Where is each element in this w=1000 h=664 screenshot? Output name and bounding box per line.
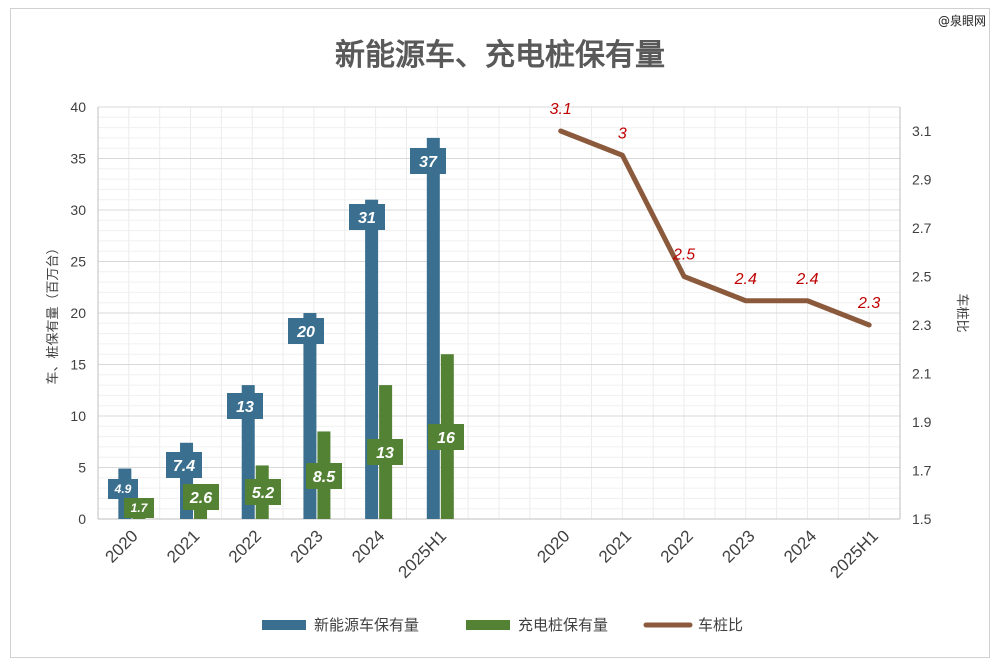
data-label-charger-box: [183, 484, 219, 510]
x-tick-label: 2024: [348, 526, 388, 566]
data-label-charger-box: [367, 439, 403, 465]
data-label-ev-box: [288, 318, 324, 344]
data-label-ratio: 2.4: [795, 271, 818, 288]
data-label-ev-box: [108, 479, 138, 499]
x-tick-label: 2024: [780, 526, 820, 566]
bar-ev-stock: [365, 199, 379, 519]
data-label-charger-box: [428, 424, 464, 450]
y-tick-left: 10: [70, 408, 86, 424]
y-tick-left: 30: [70, 202, 86, 218]
data-label-ev: 13: [236, 399, 254, 416]
data-label-charger: 1.7: [131, 501, 149, 515]
x-tick-label: 2020: [533, 526, 573, 566]
x-tick-label: 2021: [163, 526, 203, 566]
legend-label: 充电桩保有量: [518, 616, 608, 634]
data-label-charger-box: [306, 463, 342, 489]
data-label-ev: 20: [296, 324, 315, 341]
legend-label: 车桩比: [698, 616, 743, 634]
watermark: @泉眼网: [937, 14, 986, 28]
y-tick-left: 35: [70, 151, 86, 167]
legend-swatch-charger: [466, 620, 510, 630]
data-label-charger-box: [124, 498, 154, 518]
data-label-ev-box: [166, 452, 202, 478]
y-tick-left: 40: [70, 99, 86, 115]
bar-ev-stock: [426, 137, 440, 519]
data-label-charger: 2.6: [189, 490, 212, 507]
y-tick-right: 2.3: [912, 317, 932, 333]
y-tick-right: 3.1: [912, 123, 932, 139]
y-tick-right: 2.7: [912, 220, 932, 236]
x-tick-label: 2022: [225, 526, 265, 566]
y-axis-title-right: 车桩比: [954, 293, 970, 332]
x-tick-label: 2021: [595, 526, 635, 566]
y-tick-left: 0: [78, 511, 86, 527]
x-tick-label: 2025H1: [826, 526, 882, 582]
y-tick-left: 15: [70, 357, 86, 373]
legend-label: 新能源车保有量: [314, 616, 419, 634]
y-tick-right: 1.5: [912, 511, 932, 527]
y-tick-left: 5: [78, 460, 86, 476]
data-label-ratio: 3: [618, 125, 627, 142]
x-tick-label: 2023: [287, 526, 327, 566]
data-label-ev: 4.9: [114, 482, 132, 496]
chart-frame: [10, 8, 990, 658]
legend-swatch-ev: [262, 620, 306, 630]
y-tick-right: 2.9: [912, 172, 932, 188]
chart-title: 新能源车、充电桩保有量: [335, 38, 665, 73]
data-label-charger: 13: [376, 445, 394, 462]
x-tick-label: 2020: [101, 526, 141, 566]
data-label-charger: 16: [437, 430, 455, 447]
x-tick-label: 2022: [657, 526, 697, 566]
data-label-charger: 8.5: [313, 469, 336, 486]
data-label-ev: 31: [358, 210, 376, 227]
line-car-charger-ratio: [558, 128, 872, 328]
y-tick-right: 1.9: [912, 414, 932, 430]
data-label-ratio: 2.3: [857, 295, 880, 312]
data-label-ratio: 2.5: [672, 247, 695, 264]
data-label-charger: 5.2: [252, 485, 274, 502]
data-label-ratio: 3.1: [550, 101, 572, 118]
y-tick-right: 2.1: [912, 366, 932, 382]
data-label-ratio: 2.4: [734, 271, 757, 288]
y-axis-title-left: 车、桩保有量（百万台）: [45, 241, 61, 384]
y-tick-right: 2.5: [912, 269, 932, 285]
x-tick-label: 2023: [718, 526, 758, 566]
data-label-ev: 37: [419, 154, 438, 171]
data-label-ev-box: [227, 393, 263, 419]
y-tick-left: 20: [70, 305, 86, 321]
data-label-ev-box: [349, 204, 385, 230]
data-label-ev-box: [410, 148, 446, 174]
x-tick-label: 2025H1: [395, 526, 451, 582]
y-tick-left: 25: [70, 254, 86, 270]
y-tick-right: 1.7: [912, 463, 932, 479]
data-label-charger-box: [245, 479, 281, 505]
data-label-ev: 7.4: [173, 458, 195, 475]
